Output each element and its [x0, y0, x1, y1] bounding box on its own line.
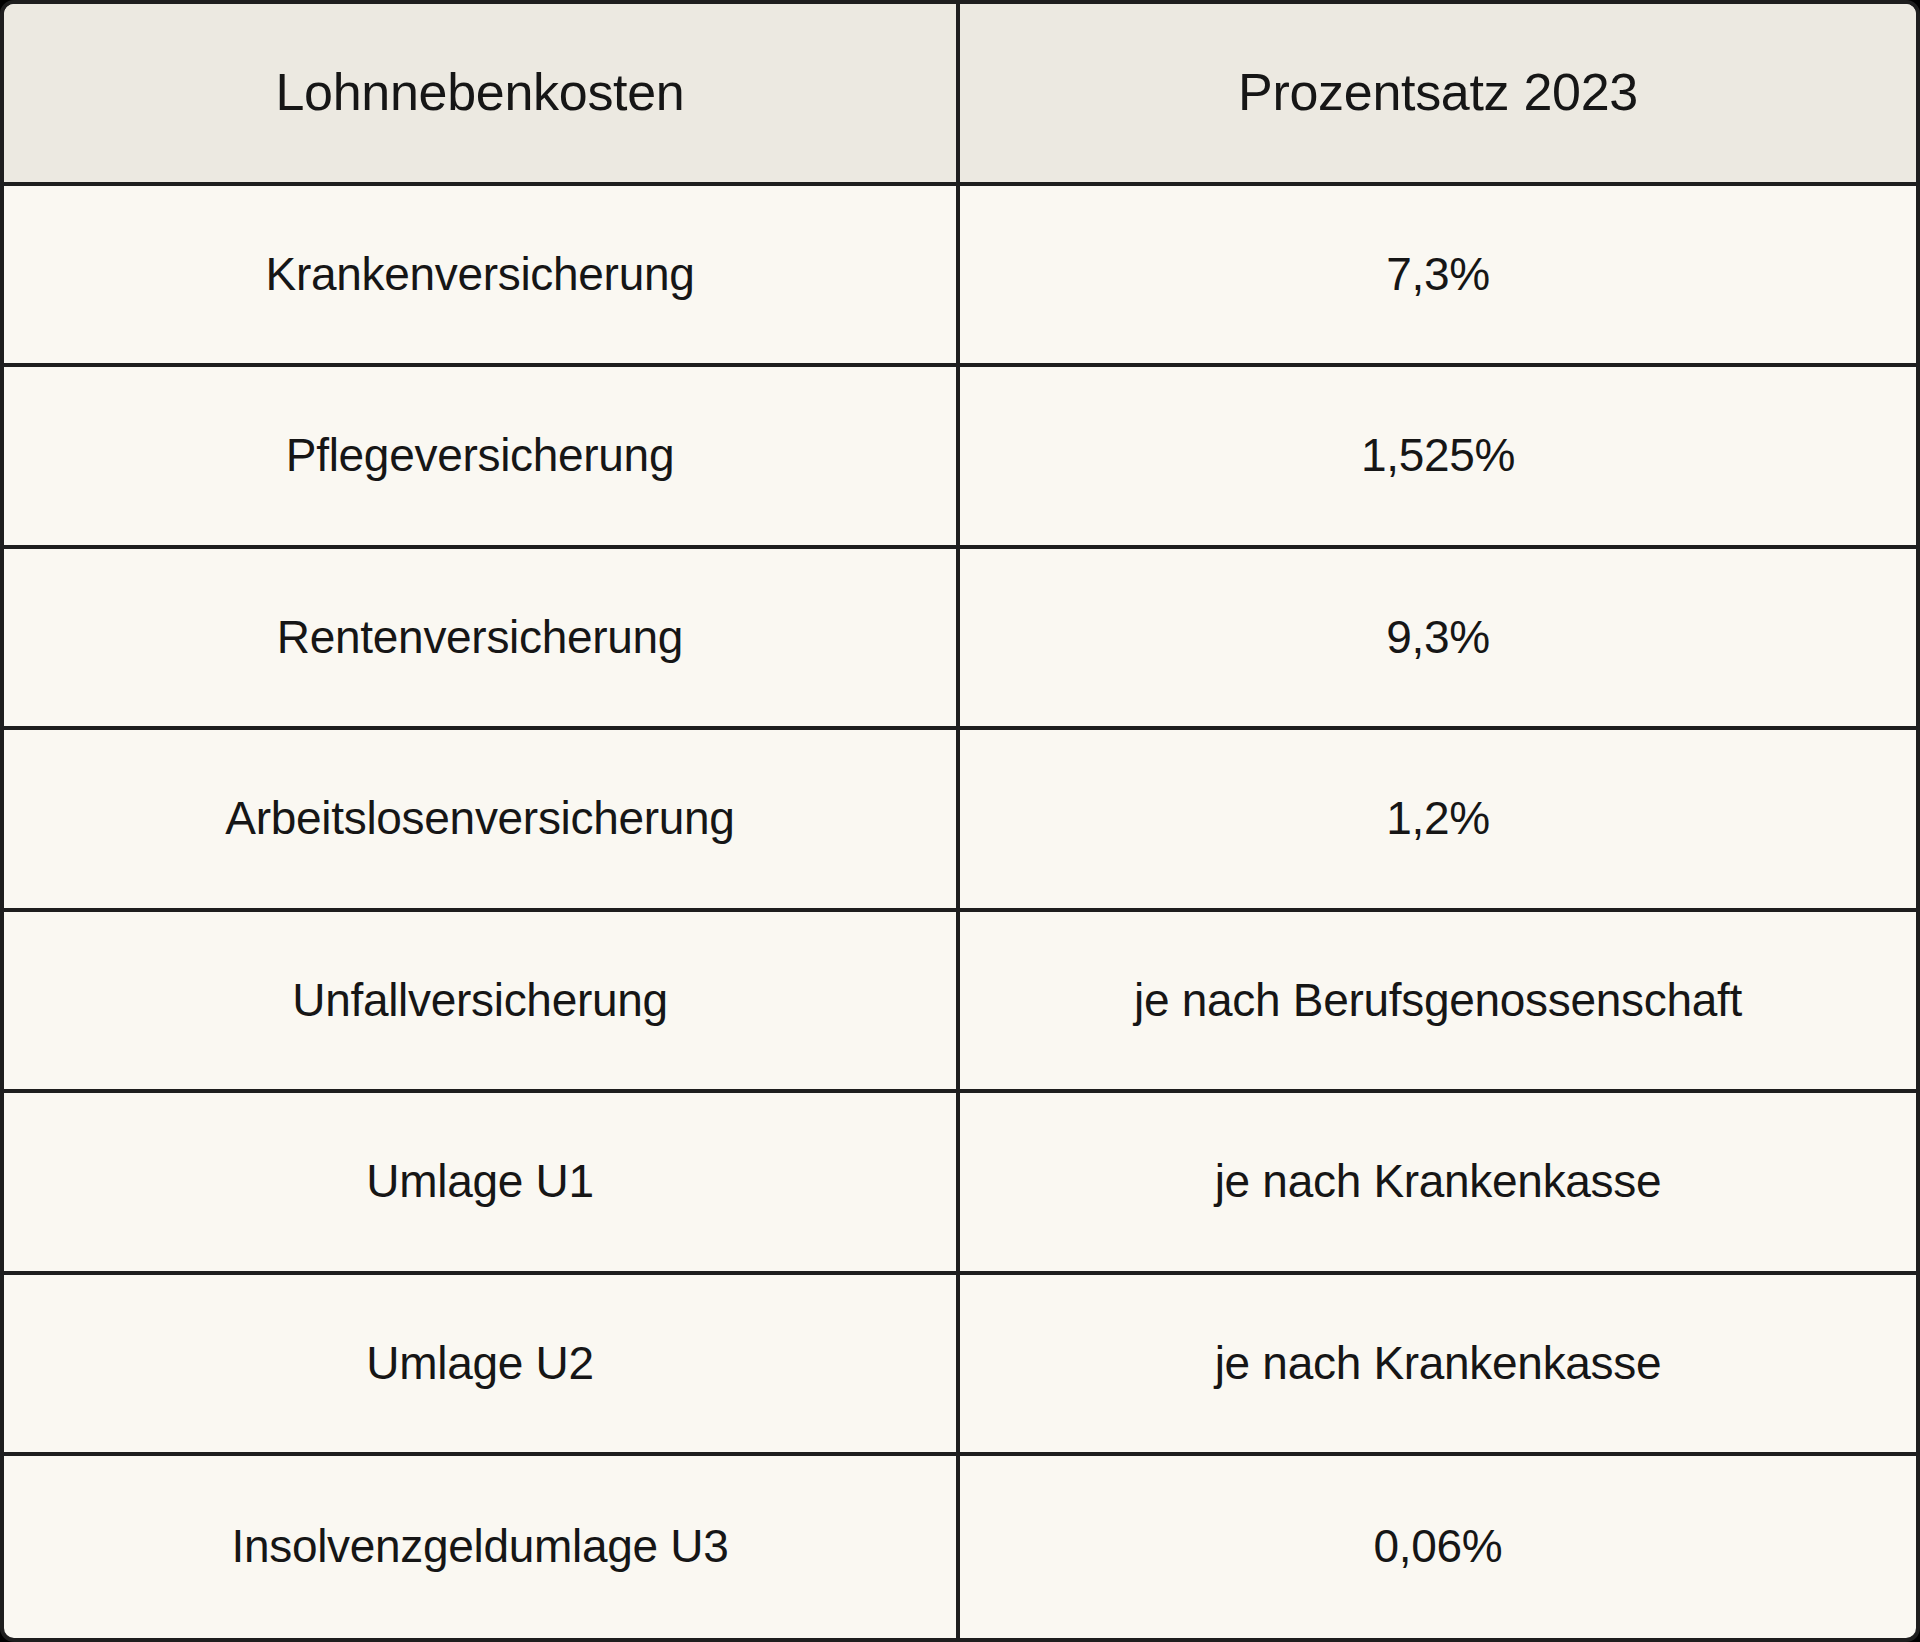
column-header-lohnnebenkosten: Lohnnebenkosten — [276, 60, 685, 125]
lohnnebenkosten-table: Lohnnebenkosten Prozentsatz 2023 Kranken… — [0, 0, 1920, 1642]
cost-label-cell: Umlage U2 — [4, 1275, 960, 1457]
cost-label-cell: Rentenversicherung — [4, 549, 960, 731]
cost-label-cell: Krankenversicherung — [4, 186, 960, 368]
percentage-value: 1,525% — [1361, 427, 1515, 485]
percentage-value: 9,3% — [1386, 609, 1490, 667]
percentage-value: 0,06% — [1374, 1518, 1503, 1576]
percentage-value: 1,2% — [1386, 790, 1490, 848]
percentage-value: je nach Krankenkasse — [1215, 1335, 1662, 1393]
header-cell-lohnnebenkosten: Lohnnebenkosten — [4, 4, 960, 186]
cost-label-cell: Pflegeversicherung — [4, 367, 960, 549]
table-header-row: Lohnnebenkosten Prozentsatz 2023 — [4, 4, 1916, 186]
cost-label-cell: Umlage U1 — [4, 1093, 960, 1275]
table-row-krankenversicherung: Krankenversicherung 7,3% — [4, 186, 1916, 368]
table-row-insolvenzgeldumlage-u3: Insolvenzgeldumlage U3 0,06% — [4, 1456, 1916, 1638]
percentage-cell: 9,3% — [960, 549, 1916, 731]
table-row-umlage-u2: Umlage U2 je nach Krankenkasse — [4, 1275, 1916, 1457]
table-row-pflegeversicherung: Pflegeversicherung 1,525% — [4, 367, 1916, 549]
percentage-cell: 7,3% — [960, 186, 1916, 368]
percentage-cell: 1,525% — [960, 367, 1916, 549]
percentage-cell: je nach Krankenkasse — [960, 1275, 1916, 1457]
cost-label: Arbeitslosenversicherung — [225, 790, 734, 848]
table-row-rentenversicherung: Rentenversicherung 9,3% — [4, 549, 1916, 731]
percentage-cell: 1,2% — [960, 730, 1916, 912]
percentage-value: 7,3% — [1386, 246, 1490, 304]
percentage-value: je nach Berufsgenossenschaft — [1134, 972, 1742, 1030]
table-row-arbeitslosenversicherung: Arbeitslosenversicherung 1,2% — [4, 730, 1916, 912]
cost-label: Rentenversicherung — [277, 609, 683, 667]
cost-label: Unfallversicherung — [292, 972, 668, 1030]
header-cell-prozentsatz: Prozentsatz 2023 — [960, 4, 1916, 186]
cost-label: Krankenversicherung — [266, 246, 695, 304]
cost-label: Umlage U1 — [366, 1153, 593, 1211]
percentage-cell: je nach Krankenkasse — [960, 1093, 1916, 1275]
cost-label: Umlage U2 — [366, 1335, 593, 1393]
column-header-prozentsatz-2023: Prozentsatz 2023 — [1238, 60, 1638, 125]
percentage-value: je nach Krankenkasse — [1215, 1153, 1662, 1211]
cost-label-cell: Unfallversicherung — [4, 912, 960, 1094]
table-row-umlage-u1: Umlage U1 je nach Krankenkasse — [4, 1093, 1916, 1275]
cost-label: Pflegeversicherung — [286, 427, 674, 485]
table-row-unfallversicherung: Unfallversicherung je nach Berufsgenosse… — [4, 912, 1916, 1094]
cost-label: Insolvenzgeldumlage U3 — [231, 1518, 728, 1576]
percentage-cell: 0,06% — [960, 1456, 1916, 1638]
cost-label-cell: Insolvenzgeldumlage U3 — [4, 1456, 960, 1638]
percentage-cell: je nach Berufsgenossenschaft — [960, 912, 1916, 1094]
cost-label-cell: Arbeitslosenversicherung — [4, 730, 960, 912]
